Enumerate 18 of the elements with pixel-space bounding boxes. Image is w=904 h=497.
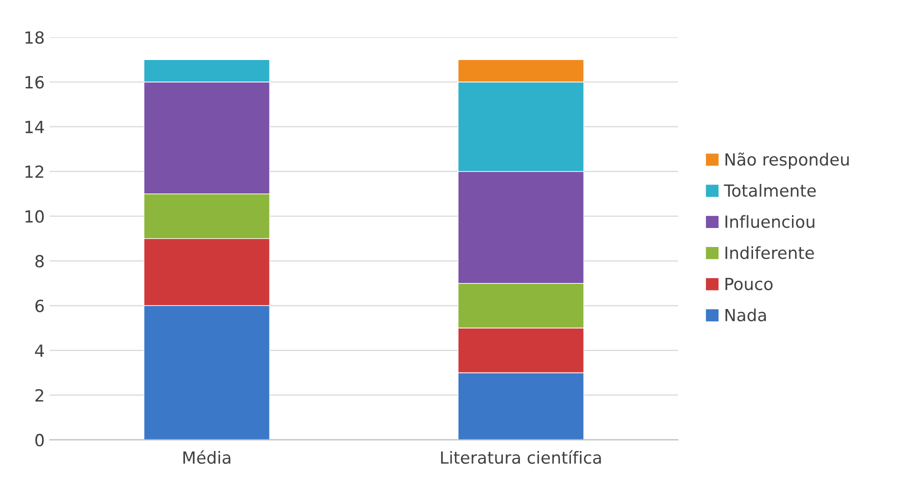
legend-label: Indiferente xyxy=(726,246,814,260)
x-tick-label: Média xyxy=(183,450,230,464)
legend-label: Não respondeu xyxy=(726,152,849,169)
y-tick-label: 12 xyxy=(25,165,44,178)
x-tick-label: Literatura científica xyxy=(441,450,601,464)
y-tick-label: 6 xyxy=(35,300,44,312)
legend-label: Pouco xyxy=(726,278,773,290)
legend-label: Nada xyxy=(726,308,766,322)
legend-label: Influenciou xyxy=(726,215,814,228)
y-tick-label: 16 xyxy=(25,76,44,89)
legend-label: Totalmente xyxy=(724,184,816,197)
y-tick-label: 4 xyxy=(35,344,44,357)
y-tick-label: 10 xyxy=(25,210,44,223)
y-tick-label: 0 xyxy=(35,434,44,446)
y-tick-label: 14 xyxy=(25,120,44,134)
y-tick-label: 18 xyxy=(25,31,44,44)
y-tick-label: 8 xyxy=(35,254,44,268)
y-tick-label: 2 xyxy=(35,389,44,402)
